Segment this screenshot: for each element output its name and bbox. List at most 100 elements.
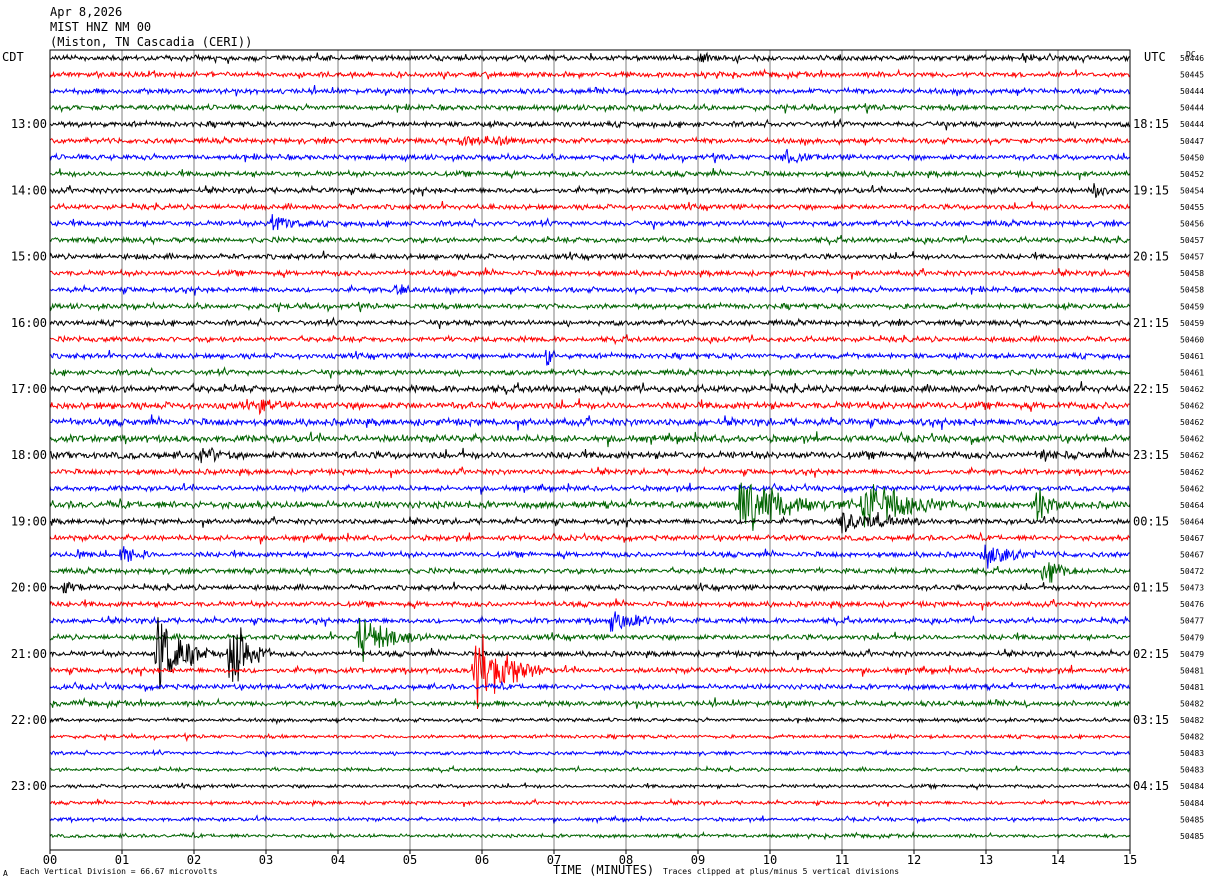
hour-label-right: 19:15 — [1133, 183, 1169, 197]
x-tick-label: 05 — [403, 853, 417, 867]
vertical-division-note: Each Vertical Division = 66.67 microvolt… — [20, 867, 218, 876]
trace-10 — [49, 214, 1131, 231]
hour-label-left: 22:00 — [11, 713, 47, 727]
x-tick-label: 12 — [907, 853, 921, 867]
trace-44 — [49, 782, 1131, 791]
trace-17 — [49, 334, 1131, 346]
trace-16 — [49, 316, 1131, 329]
clip-note: Traces clipped at plus/minus 5 vertical … — [663, 867, 900, 876]
x-tick-label: 13 — [979, 853, 993, 867]
dc-value: 50459 — [1180, 302, 1204, 311]
trace-15 — [49, 301, 1131, 313]
x-tick-label: 07 — [547, 853, 561, 867]
trace-33 — [49, 598, 1131, 611]
hour-label-right: 23:15 — [1133, 448, 1169, 462]
dc-value: 50462 — [1180, 451, 1204, 460]
dc-value: 50485 — [1180, 815, 1204, 824]
x-tick-label: 08 — [619, 853, 633, 867]
dc-value: 50450 — [1180, 153, 1204, 162]
hour-label-left: 15:00 — [11, 250, 47, 264]
trace-14 — [49, 283, 1131, 296]
header-location: (Miston, TN Cascadia (CERI)) — [50, 35, 253, 49]
trace-8 — [49, 183, 1131, 198]
x-axis-label: TIME (MINUTES) — [553, 863, 655, 877]
hour-label-right: 20:15 — [1133, 250, 1169, 264]
dc-value: 50462 — [1180, 468, 1204, 477]
header-station: MIST HNZ NM 00 — [50, 20, 152, 34]
trace-11 — [49, 234, 1131, 246]
dc-value: 50477 — [1180, 617, 1204, 626]
hour-label-right: 22:15 — [1133, 382, 1169, 396]
x-tick-label: 15 — [1123, 853, 1137, 867]
dc-value: 50462 — [1180, 402, 1204, 411]
x-tick-label: 14 — [1051, 853, 1065, 867]
trace-0 — [49, 51, 1131, 65]
dc-value: 50452 — [1180, 170, 1204, 179]
hour-label-right: 01:15 — [1133, 581, 1169, 595]
x-tick-label: 10 — [763, 853, 777, 867]
trace-29 — [49, 531, 1131, 545]
dc-value: 50458 — [1180, 286, 1204, 295]
dc-value: 50446 — [1180, 54, 1204, 63]
dc-value: 50484 — [1180, 799, 1204, 808]
hour-label-left: 17:00 — [11, 382, 47, 396]
dc-value: 50460 — [1180, 335, 1204, 344]
trace-4 — [49, 117, 1131, 131]
x-tick-label: 04 — [331, 853, 345, 867]
trace-13 — [49, 267, 1131, 280]
hour-label-left: 21:00 — [11, 647, 47, 661]
right-axis-label: UTC — [1144, 50, 1166, 64]
dc-value: 50481 — [1180, 666, 1204, 675]
trace-2 — [49, 85, 1131, 97]
corner-mark: A — [3, 869, 8, 878]
hour-label-right: 04:15 — [1133, 779, 1169, 793]
x-tick-label: 11 — [835, 853, 849, 867]
dc-value: 50483 — [1180, 749, 1204, 758]
dc-value: 50482 — [1180, 699, 1204, 708]
trace-38 — [49, 680, 1131, 692]
trace-42 — [49, 748, 1131, 758]
dc-value: 50444 — [1180, 87, 1204, 96]
dc-value: 50462 — [1180, 418, 1204, 427]
trace-41 — [49, 731, 1131, 743]
trace-23 — [49, 431, 1131, 448]
hour-label-left: 13:00 — [11, 117, 47, 131]
header-date: Apr 8,2026 — [50, 5, 123, 19]
hour-label-right: 00:15 — [1133, 514, 1169, 528]
left-axis-label: CDT — [2, 50, 24, 64]
trace-9 — [49, 201, 1131, 212]
dc-value: 50473 — [1180, 584, 1204, 593]
dc-value: 50479 — [1180, 650, 1204, 659]
trace-24 — [49, 446, 1131, 464]
dc-value: 50461 — [1180, 352, 1204, 361]
x-tick-label: 03 — [259, 853, 273, 867]
dc-value: 50467 — [1180, 534, 1204, 543]
dc-value: 50458 — [1180, 269, 1204, 278]
trace-7 — [49, 168, 1131, 181]
dc-value: 50464 — [1180, 517, 1204, 526]
hour-label-right: 21:15 — [1133, 316, 1169, 330]
dc-label: DC — [1186, 50, 1196, 59]
hour-label-left: 14:00 — [11, 183, 47, 197]
hour-label-right: 02:15 — [1133, 647, 1169, 661]
trace-1 — [49, 68, 1131, 81]
x-tick-label: 02 — [187, 853, 201, 867]
dc-value: 50472 — [1180, 567, 1204, 576]
dc-value: 50476 — [1180, 600, 1204, 609]
dc-value: 50454 — [1180, 186, 1204, 195]
hour-label-left: 16:00 — [11, 316, 47, 330]
dc-value: 50461 — [1180, 368, 1204, 377]
trace-21 — [49, 398, 1131, 416]
x-tick-label: 01 — [115, 853, 129, 867]
trace-12 — [49, 250, 1131, 262]
trace-6 — [49, 148, 1131, 164]
plot-frame — [49, 49, 1131, 851]
x-tick-label: 00 — [43, 853, 57, 867]
trace-5 — [49, 135, 1131, 147]
trace-18 — [49, 349, 1131, 366]
trace-37 — [49, 634, 1131, 710]
dc-value: 50481 — [1180, 683, 1204, 692]
hour-label-right: 18:15 — [1133, 117, 1169, 131]
trace-39 — [49, 696, 1131, 710]
